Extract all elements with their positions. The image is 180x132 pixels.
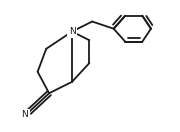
Text: N: N bbox=[21, 110, 28, 119]
Text: N: N bbox=[69, 27, 75, 36]
